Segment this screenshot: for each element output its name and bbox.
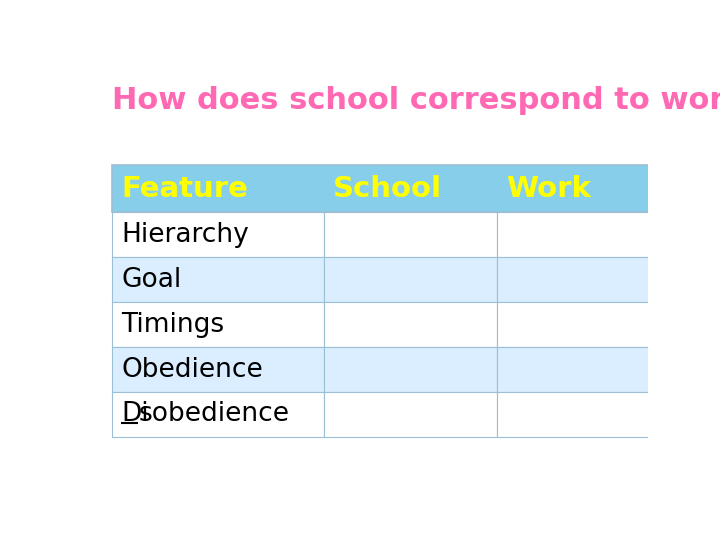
FancyBboxPatch shape (112, 302, 324, 347)
Text: Timings: Timings (121, 312, 225, 338)
FancyBboxPatch shape (324, 302, 498, 347)
Text: Di: Di (121, 401, 149, 428)
FancyBboxPatch shape (112, 165, 670, 212)
FancyBboxPatch shape (324, 258, 498, 302)
Text: How does school correspond to work?: How does school correspond to work? (112, 85, 720, 114)
Text: Hierarchy: Hierarchy (121, 222, 249, 248)
Text: Goal: Goal (121, 267, 181, 293)
FancyBboxPatch shape (498, 212, 670, 258)
FancyBboxPatch shape (324, 392, 498, 437)
Text: Work: Work (506, 174, 591, 202)
FancyBboxPatch shape (112, 392, 324, 437)
FancyBboxPatch shape (112, 258, 324, 302)
FancyBboxPatch shape (112, 212, 324, 258)
FancyBboxPatch shape (324, 347, 498, 392)
Text: Obedience: Obedience (121, 356, 263, 382)
FancyBboxPatch shape (112, 347, 324, 392)
FancyBboxPatch shape (498, 347, 670, 392)
Text: Feature: Feature (121, 174, 248, 202)
FancyBboxPatch shape (498, 302, 670, 347)
Text: School: School (333, 174, 442, 202)
FancyBboxPatch shape (324, 212, 498, 258)
Text: sobedience: sobedience (138, 401, 289, 428)
FancyBboxPatch shape (498, 392, 670, 437)
FancyBboxPatch shape (498, 258, 670, 302)
